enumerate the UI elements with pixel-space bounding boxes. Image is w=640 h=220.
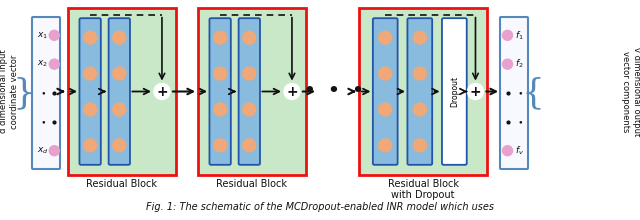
Text: •  •  •: • • • <box>304 82 364 101</box>
Circle shape <box>49 146 60 156</box>
FancyBboxPatch shape <box>359 8 487 175</box>
Text: $\bullet$: $\bullet$ <box>516 88 523 97</box>
Circle shape <box>84 139 97 152</box>
Circle shape <box>113 103 126 116</box>
Circle shape <box>502 30 513 40</box>
Circle shape <box>113 67 126 80</box>
FancyBboxPatch shape <box>500 17 528 169</box>
Circle shape <box>379 103 392 116</box>
Circle shape <box>379 31 392 44</box>
Circle shape <box>413 67 426 80</box>
Text: Dropout: Dropout <box>450 76 459 107</box>
FancyBboxPatch shape <box>79 18 101 165</box>
FancyBboxPatch shape <box>209 18 231 165</box>
FancyBboxPatch shape <box>442 18 467 165</box>
Text: $x_d$: $x_d$ <box>37 145 49 156</box>
Circle shape <box>502 146 513 156</box>
FancyBboxPatch shape <box>109 18 130 165</box>
FancyBboxPatch shape <box>198 8 306 175</box>
FancyBboxPatch shape <box>32 17 60 169</box>
Circle shape <box>413 103 426 116</box>
Circle shape <box>49 30 60 40</box>
Circle shape <box>243 31 256 44</box>
FancyBboxPatch shape <box>373 18 397 165</box>
Circle shape <box>113 31 126 44</box>
Text: $x_2$: $x_2$ <box>37 59 49 69</box>
Text: $f_1$: $f_1$ <box>515 29 524 42</box>
FancyBboxPatch shape <box>68 8 176 175</box>
Text: $x_1$: $x_1$ <box>37 30 49 40</box>
Circle shape <box>214 67 227 80</box>
Circle shape <box>154 84 170 99</box>
Circle shape <box>413 31 426 44</box>
Circle shape <box>467 84 483 99</box>
Circle shape <box>84 67 97 80</box>
Text: with Dropout: with Dropout <box>391 190 455 200</box>
Text: {: { <box>522 76 545 110</box>
FancyBboxPatch shape <box>239 18 260 165</box>
Circle shape <box>243 103 256 116</box>
FancyBboxPatch shape <box>408 18 432 165</box>
Text: +: + <box>470 84 481 99</box>
Text: d dimensional input
coordinate vector: d dimensional input coordinate vector <box>0 50 19 133</box>
Text: $\bullet$: $\bullet$ <box>40 117 46 126</box>
Text: $f_2$: $f_2$ <box>515 58 524 70</box>
Text: $\bullet$: $\bullet$ <box>516 117 523 126</box>
Circle shape <box>379 139 392 152</box>
Circle shape <box>49 59 60 69</box>
Circle shape <box>413 139 426 152</box>
Text: +: + <box>156 84 168 99</box>
Circle shape <box>243 67 256 80</box>
Circle shape <box>84 103 97 116</box>
Text: Residual Block: Residual Block <box>216 179 287 189</box>
Text: Residual Block: Residual Block <box>86 179 157 189</box>
Circle shape <box>284 84 300 99</box>
Circle shape <box>113 139 126 152</box>
Text: Residual Block: Residual Block <box>387 179 458 189</box>
Circle shape <box>502 59 513 69</box>
Circle shape <box>214 139 227 152</box>
Text: v dimensional output
vector components: v dimensional output vector components <box>621 47 640 136</box>
Text: Fig. 1: The schematic of the MCDropout-enabled INR model which uses: Fig. 1: The schematic of the MCDropout-e… <box>146 202 494 212</box>
Circle shape <box>84 31 97 44</box>
Text: +: + <box>286 84 298 99</box>
Circle shape <box>214 103 227 116</box>
Circle shape <box>243 139 256 152</box>
Text: $\bullet$: $\bullet$ <box>40 88 46 97</box>
Circle shape <box>379 67 392 80</box>
Text: $f_v$: $f_v$ <box>515 145 524 157</box>
Circle shape <box>214 31 227 44</box>
Text: }: } <box>13 76 35 110</box>
